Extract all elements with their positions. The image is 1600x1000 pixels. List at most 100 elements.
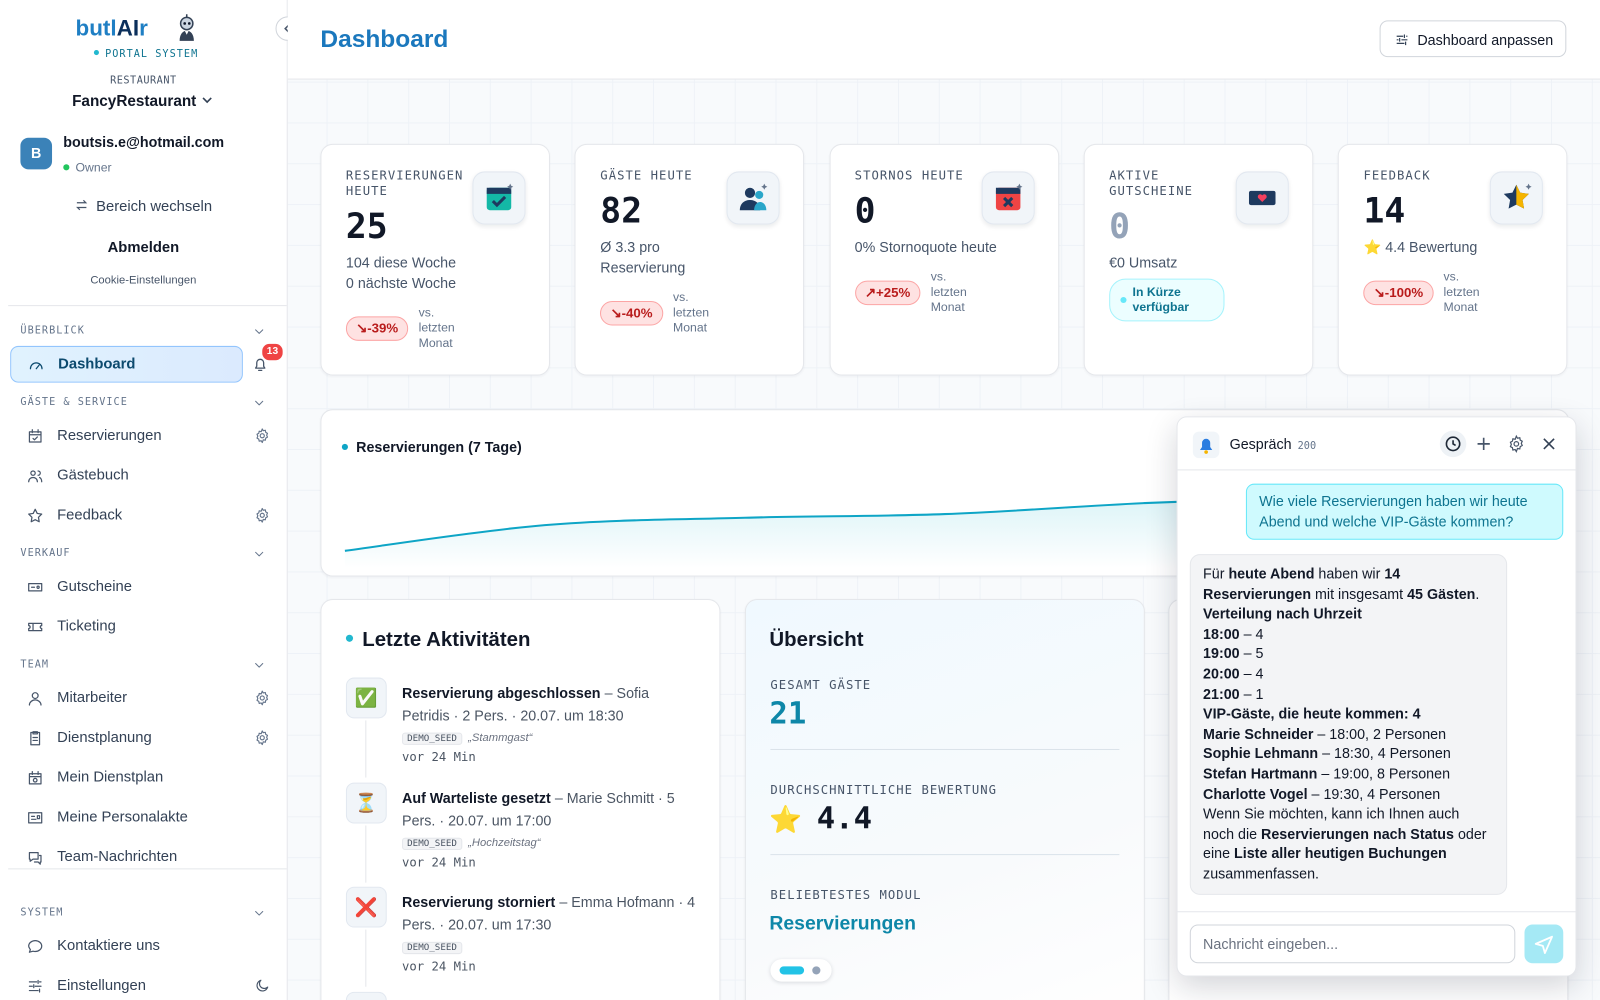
nav-item[interactable]: Kontaktiere uns xyxy=(10,928,241,965)
reply-paragraph: Marie Schneider – 18:00, 2 Personen xyxy=(1203,724,1494,744)
tag: DEMO_SEED xyxy=(402,732,463,745)
nav-item[interactable]: Feedback xyxy=(10,497,241,534)
pager-dot[interactable] xyxy=(812,966,821,975)
kpi-trend: In Kürze verfügbar xyxy=(1109,278,1252,322)
note: „Hochzeitstag“ xyxy=(468,836,541,849)
kpi-detail: 0 nächste Woche xyxy=(345,274,457,291)
notifications[interactable] xyxy=(251,355,269,378)
activity-tags: DEMO_SEED „Stammgast“ xyxy=(402,728,698,746)
nav-item[interactable]: Gästebuch xyxy=(10,457,241,494)
tagline-text: PORTAL SYSTEM xyxy=(105,48,199,61)
reply-paragraph: 20:00 – 4 xyxy=(1203,664,1494,684)
nav-item[interactable]: Team-Nachrichten xyxy=(10,839,241,876)
compare-text: vs. letzten Monat xyxy=(673,289,710,335)
item-settings[interactable] xyxy=(254,428,270,449)
kpi-details: 0% Stornoquote heute xyxy=(855,237,998,257)
kpi-icon xyxy=(472,171,526,225)
customize-button[interactable]: Dashboard anpassen xyxy=(1379,20,1567,58)
section-title: TEAM xyxy=(20,659,50,671)
reply-paragraph: Verteilung nach Uhrzeit xyxy=(1203,604,1494,624)
item-settings[interactable] xyxy=(254,507,270,528)
activity-tags: DEMO_SEED „Hochzeitstag“ xyxy=(402,832,698,850)
activity-time: vor 24 Min xyxy=(402,749,476,765)
kpi-body: FEEDBACK 14 ⭐ 4.4 Bewertung ↘-100% vs. letzt… xyxy=(1363,168,1506,315)
switch-area[interactable]: Bereich wechseln xyxy=(0,198,287,215)
kpi-body: STORNOS HEUTE 0 0% Stornoquote heute ↗+25% v… xyxy=(854,168,998,315)
section-toggle[interactable] xyxy=(252,906,266,925)
kpi-trend: ↘-40% vs. letzten Monat xyxy=(600,290,743,336)
reply-paragraph: Stefan Hartmann – 19:00, 8 Personen xyxy=(1203,764,1494,784)
theme-toggle[interactable] xyxy=(254,978,270,999)
nav-item[interactable]: Reservierungen xyxy=(10,417,241,454)
logout[interactable]: Abmelden xyxy=(107,239,180,257)
activity-title: Reservierung abgeschlossen xyxy=(402,998,601,1000)
kpi-label: STORNOS HEUTE xyxy=(854,168,964,183)
close-chat-button[interactable] xyxy=(1541,436,1557,452)
reply-text: mit insgesamt xyxy=(1311,585,1408,602)
timeline xyxy=(365,929,367,987)
switch-area-text: Bereich wechseln xyxy=(96,198,213,216)
reply-text: 45 Gästen xyxy=(1407,585,1476,602)
kpi-icon xyxy=(1235,171,1289,225)
nav-item[interactable]: Dashboard xyxy=(10,345,243,383)
kpi-value: 0 xyxy=(854,190,876,232)
section-toggle[interactable] xyxy=(252,658,266,677)
divider xyxy=(1177,911,1576,913)
divider xyxy=(770,748,1120,750)
kpi-icon xyxy=(726,171,780,225)
chat-title-text: Gespräch xyxy=(1229,435,1292,453)
compare-text: vs. letzten Monat xyxy=(418,305,455,350)
tag: DEMO_SEED xyxy=(402,941,463,955)
pager-dot-active[interactable] xyxy=(779,966,805,975)
item-settings[interactable] xyxy=(254,690,270,711)
nav-item[interactable]: Mitarbeiter xyxy=(10,680,241,717)
nav-item[interactable]: Dienstplanung xyxy=(10,719,241,756)
chat-settings-button[interactable] xyxy=(1507,434,1525,453)
section-toggle[interactable] xyxy=(252,396,266,415)
reply-text: 19:00 xyxy=(1203,645,1240,662)
nav-item[interactable]: Einstellungen xyxy=(10,967,241,1000)
divider xyxy=(770,854,1120,856)
kpi-label: AKTIVE GUTSCHEINE xyxy=(1109,168,1194,198)
reply-text: 18:00 xyxy=(1203,625,1240,642)
kpi-value: 25 xyxy=(345,206,388,247)
avatar: B xyxy=(20,137,53,170)
send-button[interactable] xyxy=(1524,924,1564,964)
message-input[interactable]: Nachricht eingeben... xyxy=(1189,924,1516,964)
activity-icon: ⏳ xyxy=(345,782,387,823)
stat-number: 4.4 xyxy=(816,801,873,837)
section-toggle[interactable] xyxy=(252,547,266,566)
nav-label: Mitarbeiter xyxy=(57,689,128,707)
kpi-trend: ↗+25% vs. letzten Monat xyxy=(854,269,998,315)
history-button[interactable] xyxy=(1439,430,1467,458)
role-text: Owner xyxy=(75,160,112,175)
nav-item[interactable]: Gutscheine xyxy=(10,568,241,605)
timeline xyxy=(365,720,367,778)
nav-item[interactable]: Mein Dienstplan xyxy=(10,759,241,796)
restaurant-select[interactable]: FancyRestaurant xyxy=(0,93,287,110)
nav-item[interactable]: Ticketing xyxy=(10,608,241,645)
kpi-details: 104 diese Woche 0 nächste Woche xyxy=(346,252,489,293)
restaurant-name: FancyRestaurant xyxy=(72,92,197,111)
item-settings[interactable] xyxy=(254,730,270,751)
nav-item[interactable]: Meine Personalakte xyxy=(10,799,241,836)
nav-label: Mein Dienstplan xyxy=(57,769,164,786)
kpi-card: RESERVIERUNGEN HEUTE 25 104 diese Woche 0 n… xyxy=(320,143,550,376)
status-badge: In Kürze verfügbar xyxy=(1109,278,1225,322)
reply-paragraph: VIP-Gäste, die heute kommen: 4 xyxy=(1203,704,1494,724)
reply-text: zusammenfassen. xyxy=(1203,865,1319,882)
section-toggle[interactable] xyxy=(252,324,266,343)
kpi-card: GÄSTE HEUTE 82 Ø 3.3 pro Reservierung ↘-40%… xyxy=(574,143,805,376)
kpi-details: ⭐ 4.4 Bewertung xyxy=(1363,237,1506,257)
compare-text: vs. letzten Monat xyxy=(1443,269,1480,315)
chat-bell-icon xyxy=(1192,431,1220,459)
new-chat-button[interactable] xyxy=(1474,435,1492,453)
activity-detail: – Emma Hofmann · 4 Pers. · 20.07. um 17:… xyxy=(402,893,696,933)
reply-text: – 19:30, 4 Personen xyxy=(1307,785,1441,802)
kpi-value: 14 xyxy=(1363,190,1406,232)
kpi-card: FEEDBACK 14 ⭐ 4.4 Bewertung ↘-100% vs. letzt… xyxy=(1337,143,1568,376)
reply-text: – 18:00, 2 Personen xyxy=(1313,725,1447,742)
reply-paragraph: 21:00 – 1 xyxy=(1203,684,1494,704)
cookie-settings[interactable]: Cookie-Einstellungen xyxy=(90,274,197,287)
